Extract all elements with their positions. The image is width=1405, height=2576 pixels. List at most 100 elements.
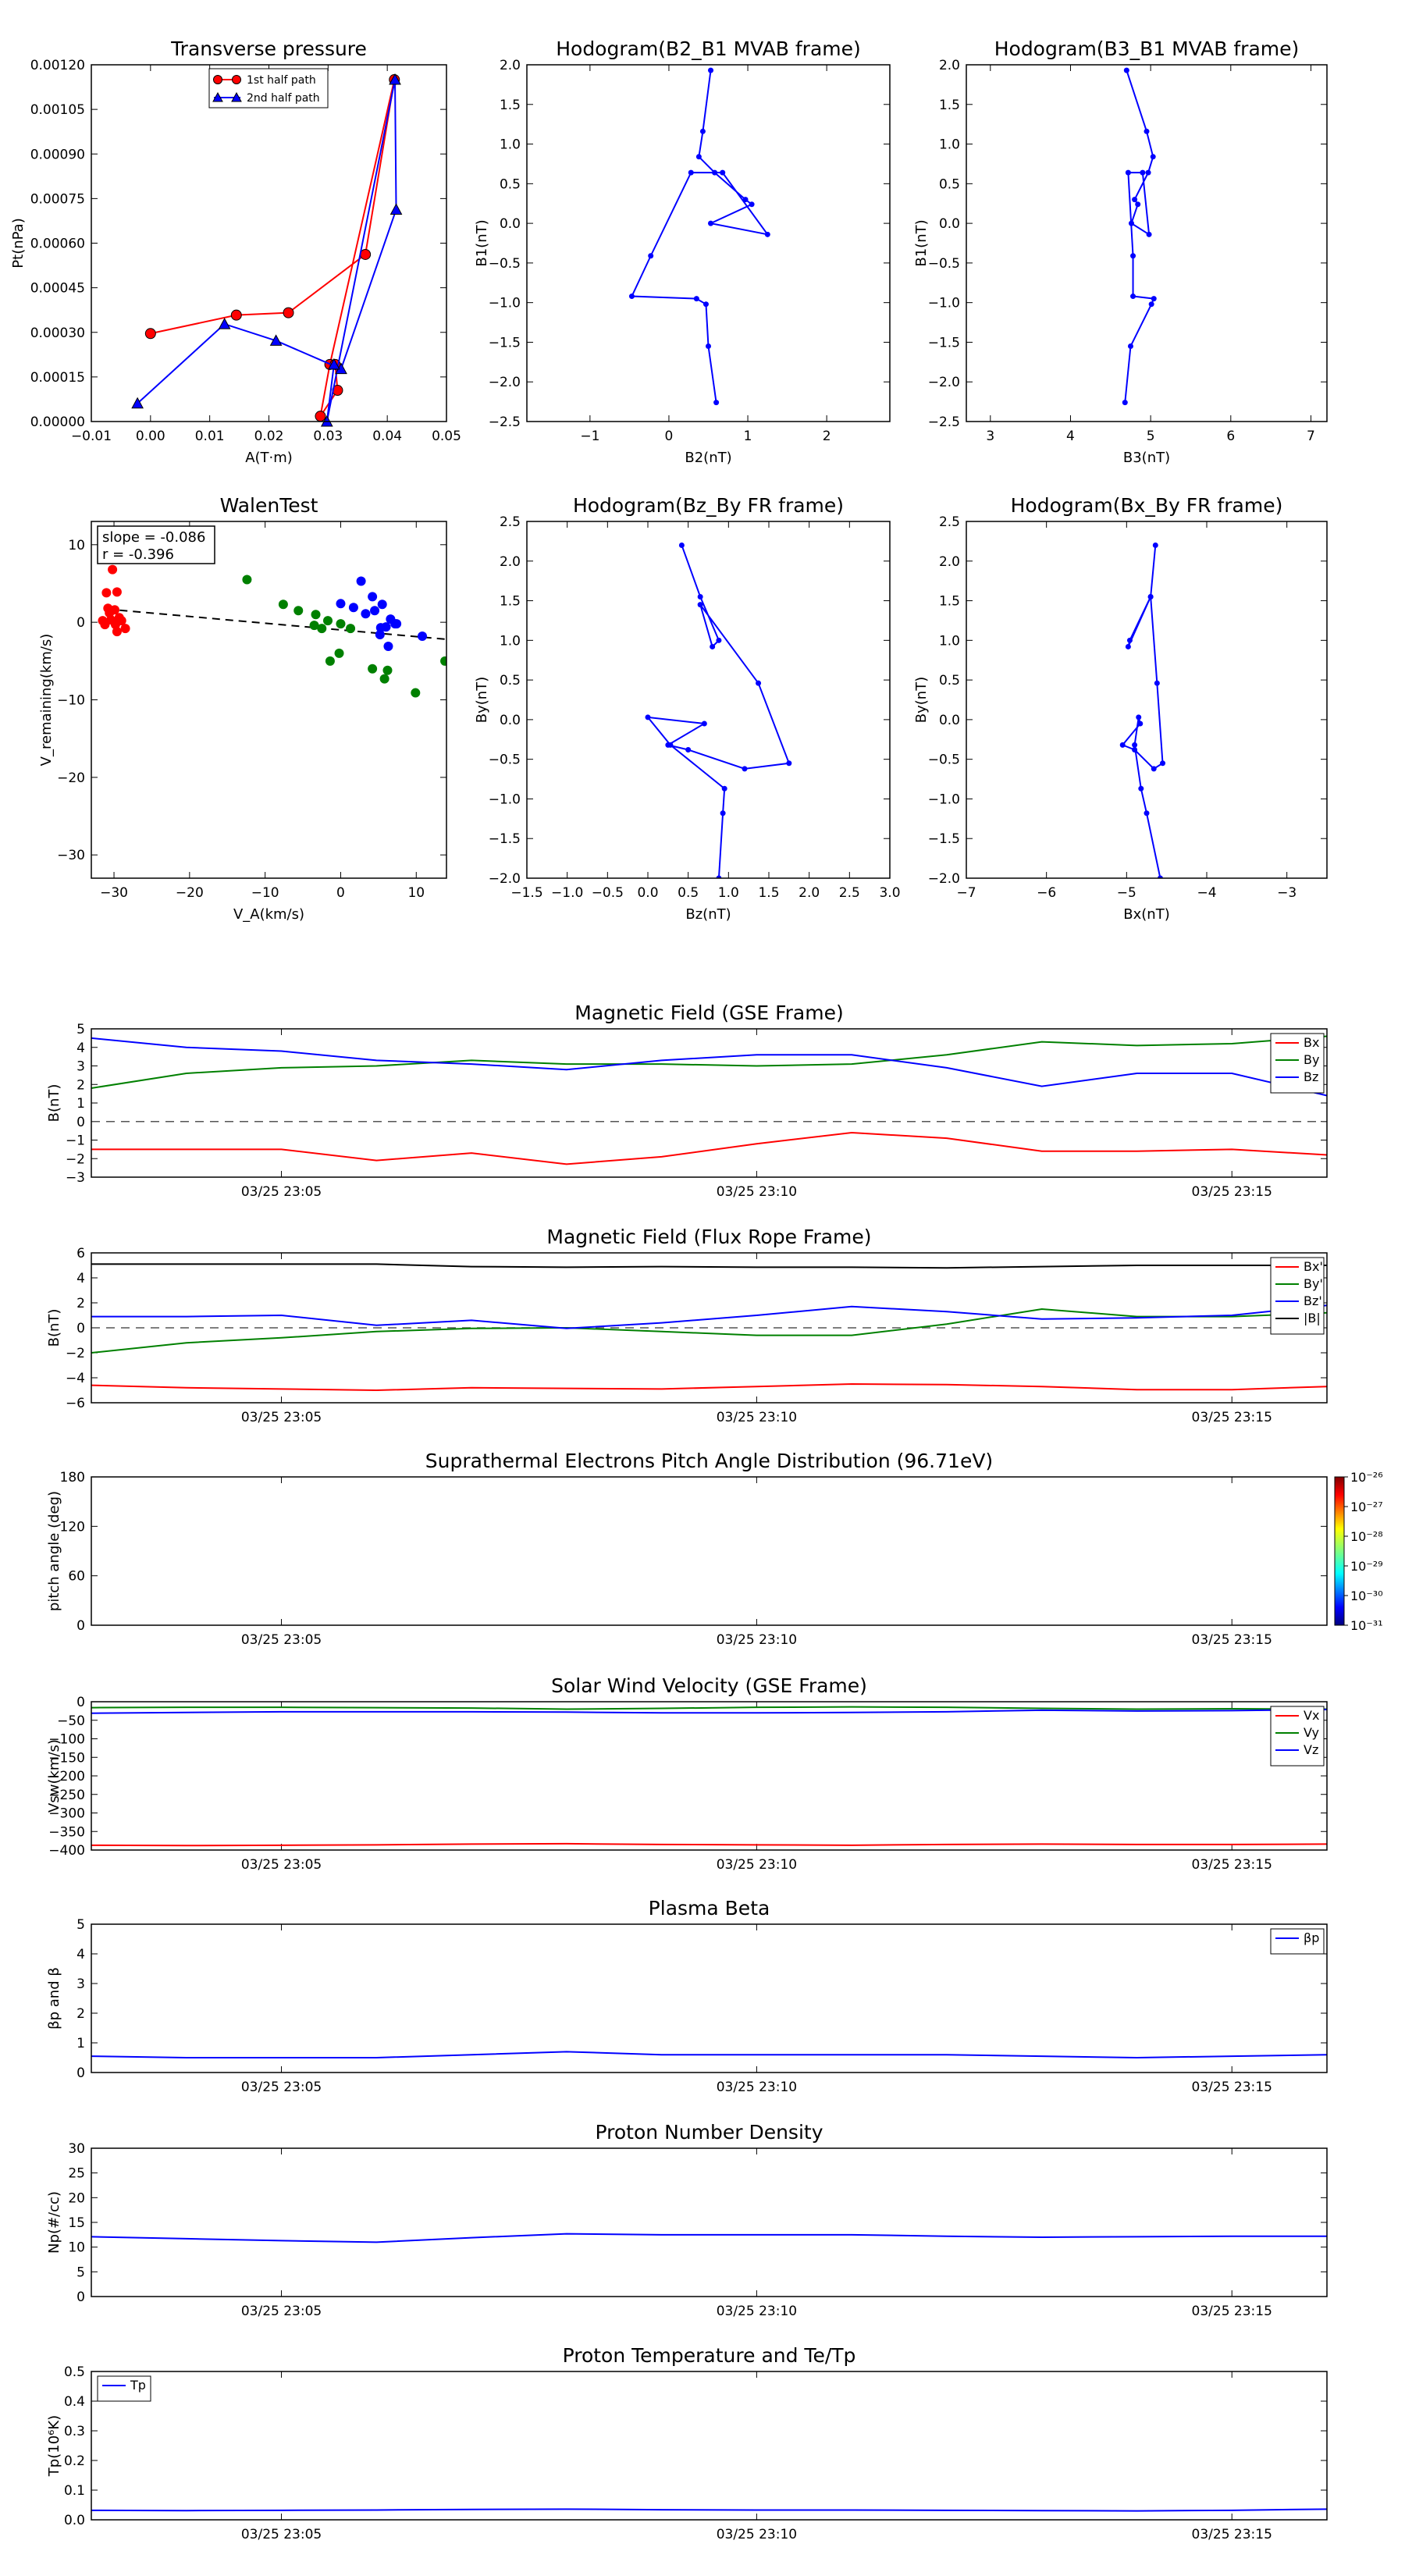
walen-xtick-label: −30 [100, 885, 128, 901]
bgse-ytick-label: 1 [76, 1096, 85, 1112]
vsw-series-1 [91, 1706, 1327, 1710]
h2-ytick-label: −1.5 [928, 335, 960, 350]
h3-ytick-label: −1.0 [489, 792, 521, 807]
walen-point [278, 600, 288, 610]
tp-ytick-label: 0.00060 [30, 237, 85, 252]
pad-ytick-label: 180 [60, 1470, 85, 1485]
walen-ylabel: V_remaining(km/s) [38, 634, 55, 767]
pad-colorbar-label: 10⁻²⁹ [1350, 1559, 1383, 1574]
h3-point [701, 720, 707, 727]
beta-ytick-label: 2 [76, 2006, 85, 2022]
h3-xtick-label: −0.5 [592, 885, 624, 901]
walen-point [108, 564, 118, 575]
bfr-legend-label: |B| [1304, 1311, 1321, 1325]
h3-ytick-label: 2.0 [500, 554, 521, 570]
walen-r-text: r = -0.396 [102, 546, 174, 563]
walen-point [370, 606, 380, 616]
bfr-ytick-label: 4 [76, 1271, 85, 1286]
bgse-xtick-label: 03/25 23:05 [241, 1184, 322, 1200]
tp-legend-marker [231, 91, 242, 102]
h3-xlabel: Bz(nT) [685, 906, 731, 923]
pad-xtick-label: 03/25 23:10 [717, 1632, 797, 1648]
tp-xtick-label: 0.00 [136, 429, 165, 444]
h1-ytick-label: 1.5 [500, 98, 521, 113]
vsw-legend-label: Vx [1304, 1708, 1319, 1723]
h4-point [1160, 760, 1166, 767]
walen-ytick-label: 10 [68, 538, 85, 553]
np-series-0 [91, 2233, 1327, 2243]
h4-point [1157, 875, 1163, 878]
beta-ytick-label: 1 [76, 2036, 85, 2051]
walen-point [112, 587, 122, 597]
tp2-ytick-label: 0.4 [64, 2394, 85, 2410]
bgse-series-1 [91, 1035, 1327, 1089]
h3-point [721, 785, 727, 792]
h3-point [678, 542, 685, 548]
h3-xtick-label: 1.0 [718, 885, 739, 901]
h1-point [713, 400, 720, 406]
tp-legend-label: 2nd half path [247, 92, 320, 105]
walen-xtick-label: −20 [176, 885, 204, 901]
walen-point [120, 624, 130, 634]
walen-xlabel: V_A(km/s) [233, 906, 304, 923]
h2-point [1128, 220, 1134, 226]
h4-point [1136, 714, 1142, 720]
h4-point [1119, 742, 1126, 748]
walen-point [112, 627, 122, 637]
vsw-ytick-label: −300 [48, 1806, 85, 1822]
tp-xtick-label: 0.02 [254, 429, 284, 444]
beta-title: Plasma Beta [649, 1897, 770, 1920]
tp2-xtick-label: 03/25 23:10 [717, 2527, 797, 2542]
tp-legend-label: 1st half path [247, 74, 316, 87]
walen-annotation-box [97, 525, 215, 564]
bgse-frame [91, 1028, 1328, 1178]
vsw-series-0 [91, 1842, 1327, 1847]
walen-point [368, 592, 378, 602]
walen-point [379, 674, 389, 684]
tp-ylabel: Pt(nPa) [10, 218, 27, 268]
walen-ytick-label: −20 [57, 770, 85, 786]
h4-ylabel: By(nT) [913, 677, 930, 723]
bfr-ylabel: B(nT) [46, 1309, 62, 1347]
tp-legend-marker [213, 75, 222, 84]
vsw-xtick-label: 03/25 23:05 [241, 1857, 322, 1873]
walen-point [418, 632, 428, 642]
h1-ytick-label: −1.5 [489, 335, 521, 350]
h3-point [742, 766, 748, 772]
h1-point [648, 253, 654, 259]
h4-ytick-label: 1.5 [939, 594, 960, 610]
h2-point [1135, 201, 1141, 208]
tp-frame [91, 64, 447, 422]
beta-xtick-label: 03/25 23:05 [241, 2080, 322, 2095]
h4-point [1132, 746, 1138, 753]
h2-point [1123, 67, 1129, 73]
tp-legend-marker [212, 91, 223, 102]
bgse-ytick-label: 4 [76, 1041, 85, 1056]
vsw-frame [91, 1701, 1328, 1851]
bgse-ytick-label: 0 [76, 1115, 85, 1130]
pad-ytick-label: 0 [76, 1618, 85, 1634]
bfr-series-1 [91, 1308, 1327, 1354]
np-ytick-label: 20 [68, 2190, 85, 2206]
bfr-legend-label: By' [1304, 1276, 1323, 1291]
bgse-series-2 [91, 1037, 1327, 1097]
beta-ylabel: βp and β [46, 1967, 62, 2030]
h2-ytick-label: 0.0 [939, 216, 960, 232]
bfr-legend-label: Bx' [1304, 1259, 1323, 1274]
tp2-ytick-label: 0.1 [64, 2483, 85, 2499]
walen-point [116, 616, 126, 626]
tp-point [360, 248, 372, 260]
h4-point [1138, 785, 1144, 792]
h3-xtick-label: 1.5 [758, 885, 779, 901]
h3-ytick-label: 0.0 [500, 713, 521, 728]
h4-trace [1121, 545, 1164, 878]
walen-point [323, 616, 333, 626]
h3-point [716, 875, 722, 878]
tp-point [269, 334, 283, 346]
tp2-legend-label: Tp [130, 2378, 146, 2393]
beta-ytick-label: 0 [76, 2065, 85, 2081]
h2-frame [966, 64, 1328, 422]
h3-trace [646, 545, 791, 878]
tp2-ytick-label: 0.5 [64, 2364, 85, 2380]
